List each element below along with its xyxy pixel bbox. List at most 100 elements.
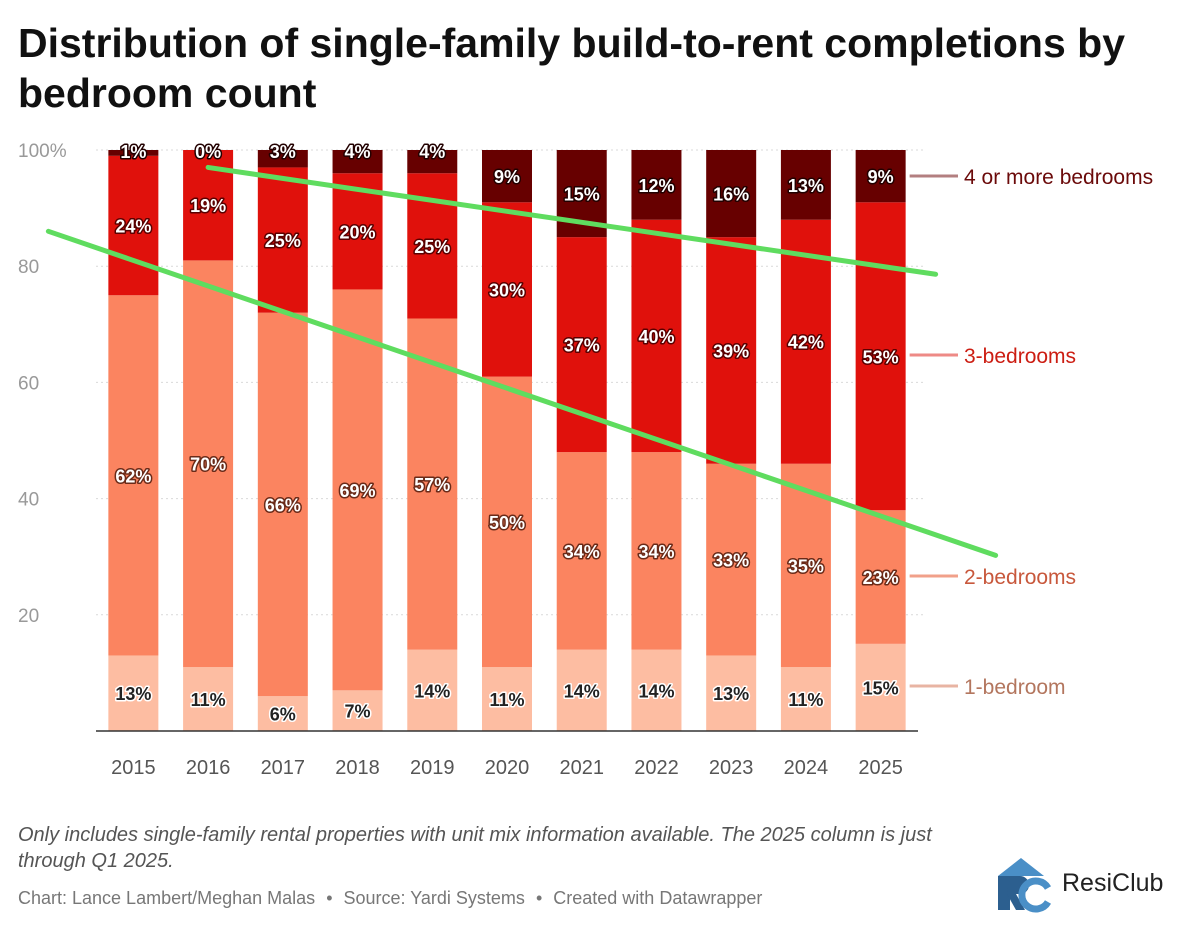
data-label-1-bedroom: 15% xyxy=(863,678,899,698)
x-tick-label: 2022 xyxy=(634,757,679,779)
data-label-1-bedroom: 7% xyxy=(345,702,371,722)
bar-1-bedroom xyxy=(855,643,906,731)
bar-2-bedrooms xyxy=(407,318,458,650)
data-label-4-plus-bedrooms: 0% xyxy=(195,142,221,162)
chart-credits: Chart: Lance Lambert/Meghan Malas • Sour… xyxy=(18,886,762,910)
bar-4-plus-bedrooms xyxy=(108,150,159,156)
data-label-2-bedrooms: 70% xyxy=(190,455,226,475)
data-label-2-bedrooms: 57% xyxy=(414,475,450,495)
legend-4-plus-bedrooms: 4 or more bedrooms xyxy=(964,166,1153,189)
data-label-2-bedrooms: 66% xyxy=(265,495,301,515)
trend-lines xyxy=(45,164,999,558)
data-label-4-plus-bedrooms: 3% xyxy=(270,142,296,162)
y-tick-label: 40 xyxy=(18,490,39,511)
x-tick-label: 2020 xyxy=(485,757,530,779)
data-label-4-plus-bedrooms: 1% xyxy=(120,142,146,162)
data-label-3-bedrooms: 39% xyxy=(713,341,749,361)
chart-note: Only includes single-family rental prope… xyxy=(18,824,932,872)
data-label-4-plus-bedrooms: 9% xyxy=(868,167,894,187)
data-label-1-bedroom: 13% xyxy=(115,684,151,704)
data-label-4-plus-bedrooms: 13% xyxy=(788,176,824,196)
credit-author: Chart: Lance Lambert/Meghan Malas xyxy=(18,888,316,908)
bar-2-bedrooms xyxy=(855,510,906,644)
bar-3-bedrooms xyxy=(855,202,906,511)
bar-stacks xyxy=(108,150,906,731)
data-label-4-plus-bedrooms: 4% xyxy=(419,142,445,162)
bar-1-bedroom xyxy=(482,667,532,731)
x-tick-label: 2025 xyxy=(858,757,903,779)
bar-3-bedrooms xyxy=(108,155,159,296)
x-tick-label: 2023 xyxy=(709,757,754,779)
bar-1-bedroom xyxy=(556,649,607,731)
data-label-3-bedrooms: 53% xyxy=(863,347,899,367)
data-label-1-bedroom: 11% xyxy=(788,690,823,710)
legend-3-bedrooms: 3-bedrooms xyxy=(964,345,1076,368)
x-tick-label: 2019 xyxy=(410,757,455,779)
y-tick-label: 60 xyxy=(18,373,39,394)
legend-2-bedrooms: 2-bedrooms xyxy=(964,566,1076,589)
credit-separator: • xyxy=(535,888,543,908)
resiclub-logo-icon xyxy=(998,858,1052,913)
bar-2-bedrooms xyxy=(257,312,308,697)
bar-2-bedrooms xyxy=(183,260,234,668)
data-label-2-bedrooms: 62% xyxy=(115,466,151,486)
bar-4-plus-bedrooms xyxy=(332,150,383,174)
credit-tool: Created with Datawrapper xyxy=(553,888,763,908)
y-tick-label: 20 xyxy=(18,606,39,627)
data-label-1-bedroom: 11% xyxy=(489,690,524,710)
bar-4-plus-bedrooms xyxy=(482,150,532,203)
bar-3-bedrooms xyxy=(706,237,757,464)
data-label-3-bedrooms: 25% xyxy=(265,231,301,251)
y-tick-label: 80 xyxy=(18,257,39,278)
data-label-2-bedrooms: 35% xyxy=(788,556,824,576)
x-tick-label: 2024 xyxy=(784,757,829,779)
bar-3-bedrooms xyxy=(780,219,831,464)
data-label-2-bedrooms: 33% xyxy=(713,551,749,571)
data-label-4-plus-bedrooms: 15% xyxy=(564,185,600,205)
data-labels: 13% 62% 24% 1% 11% 70% 19% 0% 6% 66% 25% 3% 7% 69% 20%… xyxy=(114,141,900,727)
data-label-2-bedrooms: 69% xyxy=(340,481,376,501)
credit-source: Source: Yardi Systems xyxy=(343,888,525,908)
bar-4-plus-bedrooms xyxy=(631,150,682,220)
x-tick-label: 2016 xyxy=(186,757,231,779)
bar-2-bedrooms xyxy=(631,452,682,650)
data-label-3-bedrooms: 30% xyxy=(489,280,525,300)
bar-1-bedroom xyxy=(631,649,682,731)
data-label-2-bedrooms: 50% xyxy=(489,513,525,533)
data-label-2-bedrooms: 23% xyxy=(863,568,899,588)
data-label-1-bedroom: 11% xyxy=(191,690,226,710)
data-label-1-bedroom: 13% xyxy=(713,684,749,704)
bar-4-plus-bedrooms xyxy=(407,150,458,174)
trend-line xyxy=(205,164,939,277)
data-label-3-bedrooms: 19% xyxy=(190,196,226,216)
data-label-3-bedrooms: 37% xyxy=(564,336,600,356)
resiclub-logo: ResiClub xyxy=(990,852,1190,914)
axes: 20 40 60 80 100% 2015 2016 2017 2018 2019 2020 2021… xyxy=(18,141,918,779)
x-tick-label: 2017 xyxy=(261,757,306,779)
bar-1-bedroom xyxy=(108,655,159,731)
chart-title: Distribution of single-family build-to-r… xyxy=(18,20,1125,116)
legend-direct-labels: 1-bedroom 2-bedrooms 3-bedrooms 4 or more b… xyxy=(909,166,1153,699)
bar-4-plus-bedrooms xyxy=(855,150,906,203)
bar-3-bedrooms xyxy=(631,219,682,453)
x-tick-label: 2018 xyxy=(335,757,380,779)
bar-4-plus-bedrooms xyxy=(257,150,308,168)
bar-1-bedroom xyxy=(706,655,757,731)
bar-1-bedroom xyxy=(183,667,234,731)
data-label-2-bedrooms: 34% xyxy=(564,542,600,562)
data-label-3-bedrooms: 42% xyxy=(788,333,824,353)
bar-1-bedroom xyxy=(780,667,831,731)
data-label-3-bedrooms: 20% xyxy=(340,222,376,242)
data-label-3-bedrooms: 25% xyxy=(414,237,450,257)
credit-separator: • xyxy=(326,888,333,908)
data-label-1-bedroom: 14% xyxy=(638,681,674,701)
data-label-4-plus-bedrooms: 16% xyxy=(713,185,749,205)
bar-1-bedroom xyxy=(407,649,458,731)
data-label-2-bedrooms: 34% xyxy=(638,542,674,562)
bar-1-bedroom xyxy=(332,690,383,731)
resiclub-wordmark: ResiClub xyxy=(1062,868,1164,897)
bar-3-bedrooms xyxy=(482,202,532,377)
y-tick-label: 100% xyxy=(18,141,67,162)
data-label-3-bedrooms: 40% xyxy=(638,327,674,347)
stacked-bar-chart: 13% 62% 24% 1% 11% 70% 19% 0% 6% 66% 25% 3% 7% 69% 20%… xyxy=(18,141,1153,780)
